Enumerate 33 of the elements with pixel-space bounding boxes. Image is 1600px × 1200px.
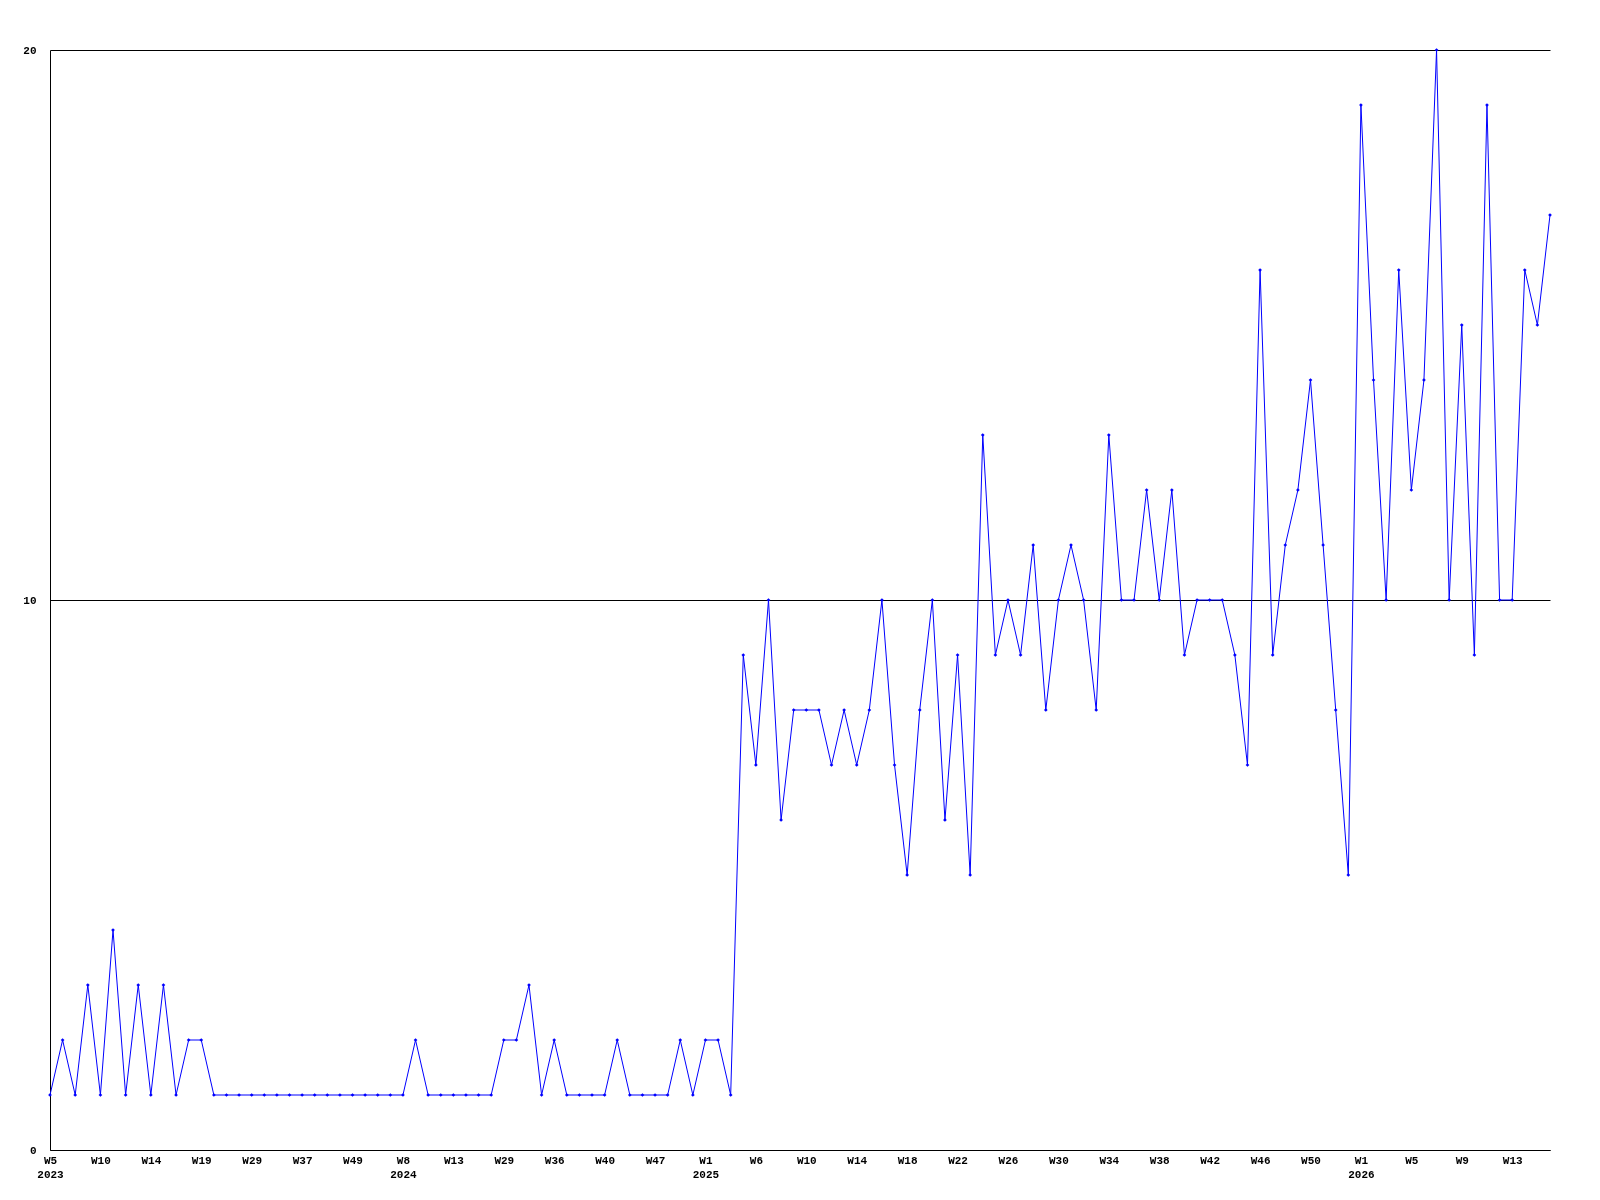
x-tick-label: W9	[1455, 1154, 1469, 1167]
x-tick-label: W13	[443, 1154, 465, 1167]
x-tick-label: W26	[998, 1154, 1019, 1167]
x-tick-label: W38	[1149, 1154, 1171, 1167]
x-tick-label: W18	[897, 1154, 918, 1167]
x-tick-label: W37	[292, 1154, 313, 1167]
x-tick-label: W5	[1405, 1154, 1419, 1167]
x-tick-label: W46	[1250, 1154, 1271, 1167]
x-tick-label: W19	[191, 1154, 212, 1167]
x-tick-label: W14	[847, 1154, 868, 1167]
x-tick-label: W34	[1099, 1154, 1120, 1167]
x-tick-label: W14	[141, 1154, 162, 1167]
y-tick-label: 10	[23, 594, 37, 607]
x-tick-label: W5 2023	[37, 1154, 65, 1181]
x-tick-label: W40	[595, 1154, 616, 1167]
x-tick-label: W47	[645, 1154, 666, 1167]
x-tick-label: W22	[948, 1154, 968, 1167]
x-tick-label: W30	[1049, 1154, 1069, 1167]
x-tick-label: W6	[749, 1154, 763, 1167]
x-tick-label: W8 2024	[390, 1154, 418, 1181]
x-tick-label: W10	[91, 1154, 111, 1167]
x-tick-label: W1 2026	[1348, 1154, 1375, 1181]
x-tick-label: W29	[494, 1154, 515, 1167]
y-tick-label: 0	[29, 1144, 37, 1157]
x-tick-label: W10	[796, 1154, 817, 1167]
x-tick-label: W36	[544, 1154, 565, 1167]
y-tick-label: 20	[23, 44, 37, 57]
x-tick-label: W29	[242, 1154, 263, 1167]
x-tick-label: W13	[1502, 1154, 1523, 1167]
x-tick-label: W49	[343, 1154, 363, 1167]
x-tick-label: W50	[1301, 1154, 1321, 1167]
x-tick-label: W1 2025	[692, 1154, 720, 1181]
x-tick-label: W42	[1200, 1154, 1221, 1167]
